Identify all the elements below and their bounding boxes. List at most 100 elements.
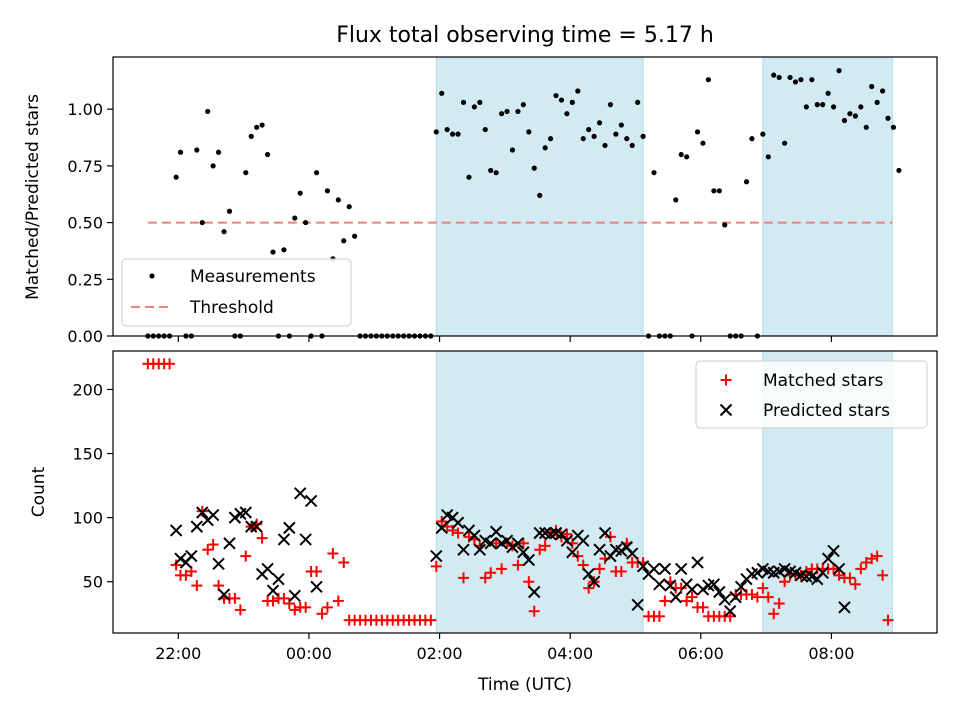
x-tick-label: 04:00 [547, 644, 593, 663]
measurement-point [792, 79, 799, 85]
predicted-point-b [217, 588, 231, 601]
predicted-point-b [479, 534, 492, 547]
predicted-point-b [223, 537, 236, 550]
matched-point [430, 560, 442, 572]
predicted-point [800, 570, 813, 583]
measurement-point [722, 222, 728, 228]
measurement-point [259, 122, 265, 128]
predicted-point-b [593, 543, 606, 556]
measurement-point [890, 124, 897, 130]
predicted-point-b [538, 526, 552, 540]
measurement-point [477, 99, 483, 105]
predicted-point-b [609, 543, 623, 556]
measurement-point [542, 145, 548, 151]
top-axes-frame [112, 56, 938, 337]
predicted-point [283, 521, 296, 535]
measurement-point [586, 126, 592, 133]
predicted-point-b [522, 553, 536, 567]
predicted-point [734, 580, 748, 594]
matched-point [539, 540, 551, 552]
predicted-point-b [272, 572, 285, 586]
measurement-point [847, 111, 853, 117]
x-tick-label: 06:00 [678, 644, 724, 663]
predicted-point-b [261, 562, 274, 576]
measurement-point [580, 136, 586, 142]
measurement-point [841, 117, 848, 124]
measurement-point [504, 108, 510, 115]
predicted-point-b [560, 534, 574, 547]
matched-point [207, 539, 219, 551]
matched-point [267, 595, 279, 607]
top-panel: 0.00 0.25 0.50 0.75 1.00 Measurements Threshol… [67, 56, 938, 346]
matched-point [240, 550, 252, 562]
matched-point [316, 608, 328, 620]
measurement-point [264, 151, 271, 158]
matched-point [768, 608, 780, 620]
predicted-point [821, 552, 835, 565]
predicted-point [615, 544, 628, 558]
matched-point [751, 591, 763, 603]
predicted-point-b [685, 583, 699, 596]
predicted-point-b [756, 562, 770, 576]
predicted-point-b [821, 552, 835, 565]
matched-point [485, 567, 497, 579]
measurement-point [874, 99, 880, 105]
predicted-point-b [734, 580, 748, 594]
measurement-point [607, 102, 614, 108]
matched-point [659, 595, 671, 607]
matched-point [512, 559, 524, 571]
measurement-point [558, 97, 565, 103]
measurement-point [221, 229, 227, 235]
measurement-point [335, 197, 341, 203]
predicted-point [647, 562, 661, 576]
measurement-point [885, 115, 891, 121]
matched-point [523, 576, 535, 588]
predicted-point [212, 557, 225, 570]
predicted-point-b [206, 508, 220, 522]
predicted-point [566, 546, 579, 559]
measurement-point [177, 149, 184, 155]
measurement-point [173, 174, 179, 180]
matched-point [594, 563, 606, 575]
measurement-point [564, 111, 570, 117]
matched-point [517, 537, 529, 549]
predicted-point [468, 529, 481, 542]
matched-point [496, 563, 508, 575]
matched-point [604, 531, 616, 543]
predicted-point [827, 544, 840, 558]
predicted-point [658, 562, 672, 576]
measurement-point [498, 111, 505, 117]
predicted-point-b [789, 566, 802, 579]
predicted-point [832, 562, 846, 576]
predicted-point-b [794, 569, 808, 582]
predicted-point-b [440, 508, 454, 522]
predicted-point [245, 520, 258, 533]
matched-point [332, 595, 344, 607]
measurement-point [531, 165, 537, 171]
matched-point [615, 565, 627, 577]
measurement-point [716, 188, 722, 194]
measurement-point [270, 249, 276, 255]
matched-point [762, 591, 774, 603]
predicted-point [196, 506, 209, 519]
measurement-point [896, 167, 902, 174]
measurement-point [705, 77, 712, 83]
predicted-point [691, 556, 704, 569]
measurement-point [575, 88, 581, 94]
predicted-point-b [489, 525, 503, 538]
predicted-point [261, 562, 274, 576]
matched-point [653, 610, 665, 622]
measurement-point [694, 129, 701, 135]
predicted-point [560, 534, 574, 547]
predicted-point [653, 578, 666, 591]
measurement-point [613, 131, 619, 137]
predicted-point [185, 549, 198, 563]
matched-point [311, 565, 323, 577]
predicted-point [223, 537, 236, 550]
predicted-point [517, 546, 530, 559]
predicted-point [582, 567, 595, 581]
measurement-point [809, 77, 815, 83]
measurement-point [678, 151, 684, 158]
measurement-point [466, 174, 472, 180]
